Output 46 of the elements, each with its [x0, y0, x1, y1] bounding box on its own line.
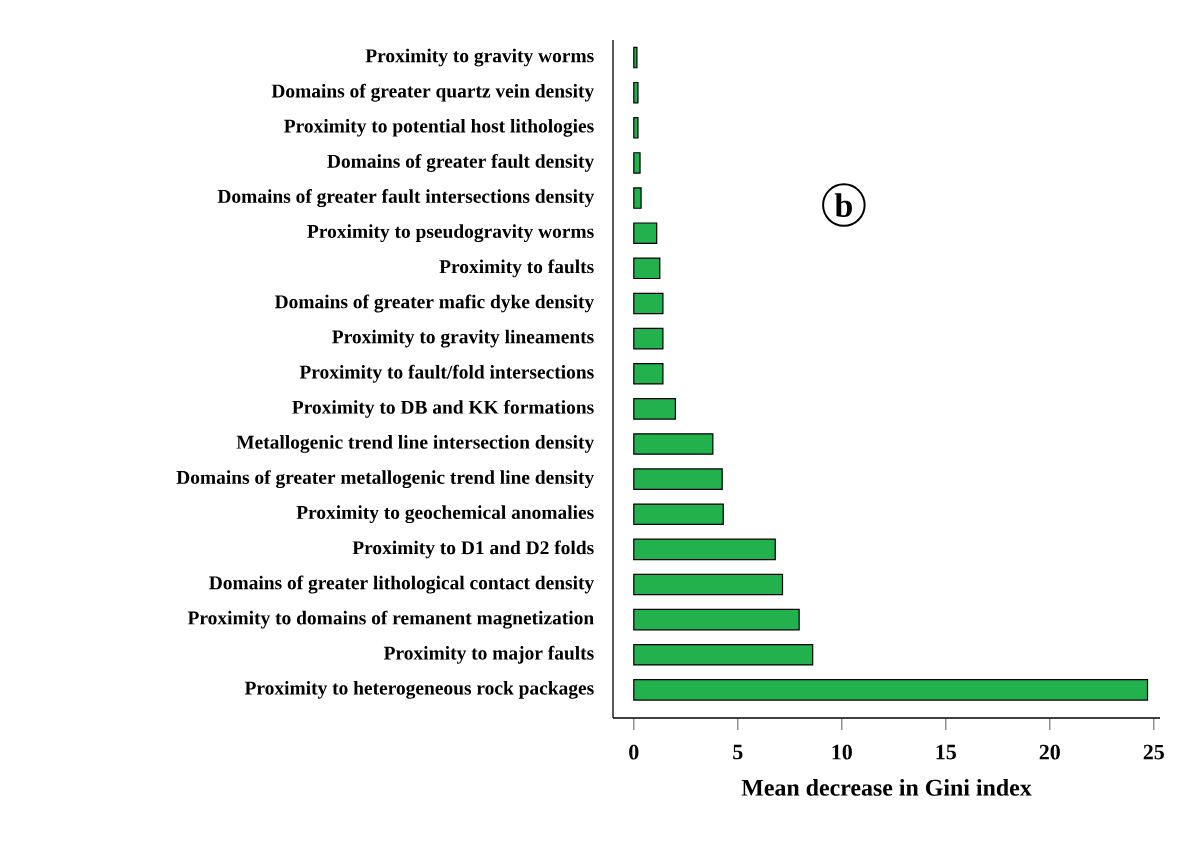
- bar: [633, 362, 664, 385]
- bar: [633, 81, 639, 104]
- bar: [633, 679, 1149, 701]
- y-tick-label: Proximity to domains of remanent magnetization: [187, 610, 594, 629]
- bar: [633, 468, 723, 490]
- bar: [633, 573, 784, 596]
- y-tick-label: Domains of greater metallogenic trend line density: [176, 470, 595, 489]
- y-tick-label: Domains of greater quartz vein density: [271, 83, 594, 102]
- x-tick-label: 5: [733, 744, 743, 760]
- bar: [633, 222, 658, 244]
- y-tick-label: Proximity to pseudogravity worms: [307, 224, 594, 243]
- bar: [633, 503, 724, 526]
- bar: [633, 187, 642, 209]
- bar: [633, 152, 641, 174]
- bar: [633, 327, 664, 350]
- y-tick-label: Proximity to heterogeneous rock packages: [244, 681, 594, 699]
- y-tick-label: Proximity to DB and KK formations: [292, 399, 594, 418]
- y-tick-label: Proximity to fault/fold intersections: [299, 364, 594, 383]
- bar: [633, 46, 638, 69]
- y-tick-label: Domains of greater fault intersections density: [217, 189, 594, 208]
- y-tick-label: Proximity to geochemical anomalies: [296, 505, 594, 524]
- bar: [633, 538, 776, 561]
- bar: [633, 608, 800, 631]
- y-tick-label: Proximity to major faults: [383, 645, 594, 664]
- x-tick-label: 0: [629, 744, 639, 760]
- x-axis-title: Mean decrease in Gini index: [741, 779, 1032, 796]
- x-tick-label: 10: [832, 744, 852, 760]
- bar: [633, 117, 639, 139]
- bar: [633, 398, 676, 420]
- bar: [633, 257, 661, 280]
- bar: [633, 433, 714, 455]
- y-tick-label: Proximity to D1 and D2 folds: [352, 540, 594, 559]
- y-tick-label: Domains of greater lithological contact density: [209, 575, 594, 594]
- bar: [633, 292, 664, 315]
- x-tick-label: 25: [1143, 744, 1164, 760]
- y-tick-label: Proximity to potential host lithologies: [284, 118, 594, 137]
- y-tick-label: Proximity to gravity worms: [365, 48, 594, 67]
- x-tick-label: 20: [1039, 744, 1060, 760]
- y-tick-label: Proximity to gravity lineaments: [332, 329, 594, 348]
- annotation: b: [834, 193, 852, 218]
- y-tick-label: Domains of greater fault density: [327, 153, 594, 172]
- bar: [633, 643, 814, 666]
- y-tick-label: Metallogenic trend line intersection density: [236, 435, 595, 453]
- y-tick-label: Proximity to faults: [439, 259, 594, 278]
- x-tick-label: 15: [936, 744, 956, 760]
- y-tick-label: Domains of greater mafic dyke density: [274, 294, 594, 313]
